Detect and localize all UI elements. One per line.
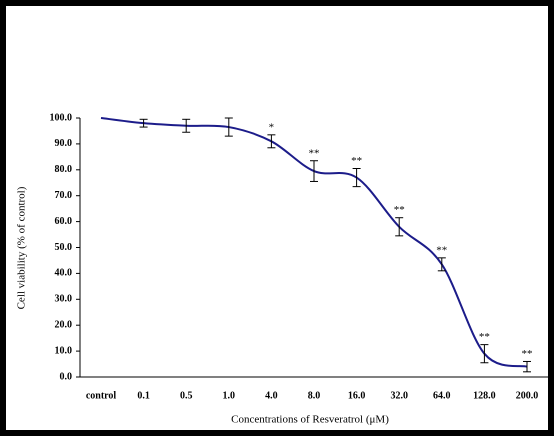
y-tick-label: 80.0 [55,164,73,175]
y-tick-label: 100.0 [50,112,73,123]
significance-marker: * [269,121,275,133]
y-tick-label: 70.0 [55,190,73,201]
y-axis-label: Cell viability (% of control) [16,186,28,309]
error-bar [139,118,148,128]
y-tick-label: 40.0 [55,268,73,279]
y-tick-label: 50.0 [55,242,73,253]
significance-marker: ** [522,348,533,360]
x-tick-label: 0.5 [180,390,193,401]
x-tick-label: 64.0 [433,390,451,401]
x-tick-label: 0.1 [137,390,150,401]
y-tick-label: 60.0 [55,216,73,227]
x-tick-label: 1.0 [223,390,236,401]
y-tick-label: 90.0 [55,138,73,149]
y-tick-label: 30.0 [55,294,73,305]
error-bar [224,117,233,137]
x-tick-label: 200.0 [516,390,539,401]
x-axis-label: Concentrations of Resveratrol (μM) [231,414,389,426]
significance-marker: ** [479,331,490,343]
error-bar [352,168,361,188]
significance-marker: ** [351,155,362,167]
error-bar [523,360,531,373]
error-bar [395,217,404,237]
y-tick-label: 20.0 [55,319,73,330]
x-tick-label: 128.0 [473,390,496,401]
y-tick-label: 0.0 [60,371,73,382]
x-tick-label: 16.0 [348,390,366,401]
x-tick-label: control [86,390,117,401]
x-tick-label: 32.0 [390,390,408,401]
error-bar [267,134,276,149]
x-tick-label: 8.0 [308,390,321,401]
line [100,117,528,368]
y-tick-label: 10.0 [55,345,73,356]
error-bar [480,344,489,364]
error-bar [437,257,446,272]
error-bar [182,118,191,133]
error-bar [310,160,318,182]
significance-marker: ** [436,244,447,256]
x-tick-label: 4.0 [265,390,278,401]
significance-marker: ** [309,147,320,159]
significance-marker: ** [394,204,405,216]
